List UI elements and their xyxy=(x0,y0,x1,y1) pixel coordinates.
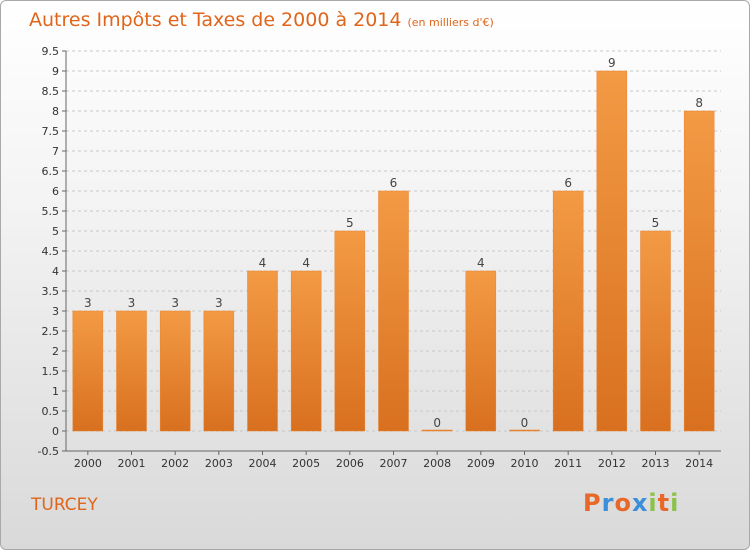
bar xyxy=(509,429,540,432)
x-tick-label: 2004 xyxy=(249,457,277,470)
place-name: TURCEY xyxy=(31,495,98,515)
x-tick-label: 2010 xyxy=(511,457,539,470)
data-label: 5 xyxy=(652,216,660,230)
data-label: 4 xyxy=(259,256,267,270)
x-tick-label: 2002 xyxy=(161,457,189,470)
bar xyxy=(596,70,628,432)
bar xyxy=(552,190,584,432)
x-tick-label: 2011 xyxy=(554,457,582,470)
x-tick-label: 2014 xyxy=(685,457,713,470)
bar xyxy=(116,310,147,432)
y-tick-label: 0.5 xyxy=(42,405,60,418)
y-tick-label: 5.5 xyxy=(42,205,60,218)
data-label: 8 xyxy=(695,96,703,110)
y-tick-label: 4.5 xyxy=(42,245,60,258)
chart-title: Autres Impôts et Taxes de 2000 à 2014 (en… xyxy=(29,9,494,31)
logo-letter: P xyxy=(583,489,602,517)
bar xyxy=(640,230,671,432)
y-tick-label: 1.5 xyxy=(42,365,60,378)
data-label: 3 xyxy=(84,296,92,310)
x-tick-label: 2000 xyxy=(74,457,102,470)
y-tick-label: 2.5 xyxy=(42,325,60,338)
bar xyxy=(683,110,715,432)
title-unit: (en milliers d'€) xyxy=(407,16,494,29)
data-label: 3 xyxy=(215,296,223,310)
x-tick-label: 2003 xyxy=(205,457,233,470)
data-label: 6 xyxy=(390,176,398,190)
bar xyxy=(247,270,278,432)
y-tick-label: 7.5 xyxy=(42,125,60,138)
bar xyxy=(378,190,409,432)
title-text: Autres Impôts et Taxes de 2000 à 2014 xyxy=(29,9,402,31)
bar xyxy=(72,310,104,432)
y-tick-label: 9.5 xyxy=(42,45,60,58)
proxiti-logo[interactable]: Proxiti xyxy=(583,489,679,517)
data-label: 4 xyxy=(477,256,485,270)
bar xyxy=(203,310,235,432)
bar xyxy=(290,270,322,432)
logo-letter: o xyxy=(614,489,632,517)
logo-letter: t xyxy=(657,489,671,517)
data-label: 5 xyxy=(346,216,354,230)
x-tick-label: 2008 xyxy=(423,457,451,470)
data-label: 0 xyxy=(433,416,441,430)
x-tick-label: 2009 xyxy=(467,457,495,470)
x-tick-label: 2001 xyxy=(118,457,146,470)
logo-letter: r xyxy=(601,489,615,517)
y-tick-label: 1 xyxy=(52,385,59,398)
x-tick-label: 2013 xyxy=(642,457,670,470)
bar xyxy=(159,310,191,432)
y-tick-label: -0.5 xyxy=(38,445,59,458)
y-tick-label: 8 xyxy=(52,105,59,118)
data-label: 6 xyxy=(564,176,572,190)
data-label: 3 xyxy=(128,296,136,310)
logo-letter: x xyxy=(631,489,649,517)
logo-letter: i xyxy=(670,489,680,517)
y-tick-label: 5 xyxy=(52,225,59,238)
bar xyxy=(421,429,453,432)
y-tick-label: 0 xyxy=(52,425,59,438)
y-tick-label: 2 xyxy=(52,345,59,358)
data-label: 3 xyxy=(171,296,179,310)
bar xyxy=(334,230,366,432)
y-tick-label: 4 xyxy=(52,265,59,278)
y-tick-label: 6.5 xyxy=(42,165,60,178)
x-tick-label: 2007 xyxy=(380,457,408,470)
y-tick-label: 8.5 xyxy=(42,85,60,98)
bar xyxy=(465,270,497,432)
y-tick-label: 3 xyxy=(52,305,59,318)
data-label: 0 xyxy=(521,416,529,430)
y-tick-label: 9 xyxy=(52,65,59,78)
x-tick-label: 2012 xyxy=(598,457,626,470)
data-label: 4 xyxy=(302,256,310,270)
data-label: 9 xyxy=(608,56,616,70)
logo-letter: i xyxy=(648,489,658,517)
x-tick-label: 2006 xyxy=(336,457,364,470)
y-tick-label: 7 xyxy=(52,145,59,158)
y-tick-label: 3.5 xyxy=(42,285,60,298)
x-tick-label: 2005 xyxy=(292,457,320,470)
y-tick-label: 6 xyxy=(52,185,59,198)
